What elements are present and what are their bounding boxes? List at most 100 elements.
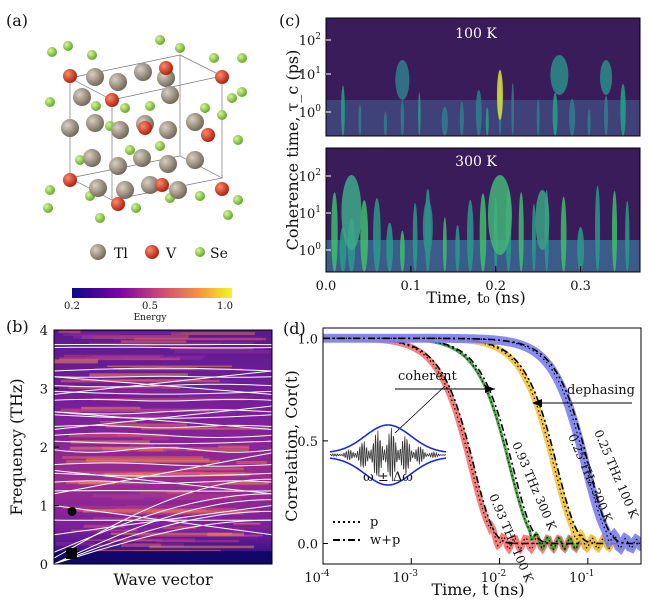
annotations: coherent dephasing [394,369,635,434]
dephasing-label: dephasing [567,383,635,398]
dispersive-band [54,519,272,564]
texture-stripe [200,481,269,485]
baseline-band [326,100,640,136]
panel-c-top-frame [325,17,641,137]
ytick-label: 1 [40,500,48,515]
v-atom [138,121,152,135]
blob [600,60,613,95]
dispersive-band [54,510,272,564]
flat-band [54,375,272,378]
texture-stripe [60,408,210,413]
texture-stripe [118,368,243,371]
texture-stripe [178,395,255,399]
xtick-base: 10 [393,571,410,586]
wave-oscillation [329,428,447,482]
blob [487,175,512,255]
texture-stripe [62,505,151,510]
blob [422,200,433,255]
texture-stripe [191,341,254,346]
se-atom [195,191,205,201]
tl-atom [159,121,177,139]
xtick-label: 0.2 [485,279,506,294]
texture-stripe [110,532,233,535]
crossing-band [54,370,272,395]
v-atom [159,61,173,75]
tl-atom [133,149,151,167]
panel-a: (a) Tl V Se [6,11,247,262]
colorbar-label: Energy [134,313,168,323]
ytick-base: 10 [299,106,316,121]
v-atom [215,70,229,84]
texture-stripe [89,342,222,345]
dispersive-band [54,499,272,564]
se-atom [43,203,53,213]
texture-stripe [163,448,188,452]
texture-stripe [81,335,189,339]
texture-stripe [134,337,267,341]
colorbar-tick-2: 1.0 [217,301,233,312]
texture-stripe [91,355,206,359]
blob [395,60,410,100]
streak [485,107,489,136]
xtick-exponent: -2 [497,569,506,579]
se-legend-label: Se [210,246,228,262]
se-atom [131,203,141,213]
bright-streak [496,70,503,120]
xtick-base: 10 [569,571,586,586]
se-atom [95,213,105,223]
ytick-base: 10 [299,244,316,259]
ytick-label: 100 [299,104,322,121]
panel-b-label: (b) [6,317,29,336]
ytick-exponent: 2 [315,168,321,178]
tl-atom [157,69,175,87]
xtick-label: 0.3 [570,279,591,294]
texture-stripe [143,497,164,500]
streak [620,83,626,136]
streak [466,199,474,272]
panel-d-axes: 10-4 10-3 10-2 10-10.00.51.0 [297,332,594,586]
se-atom [233,195,243,205]
dephasing-arrow-head [532,399,542,407]
line-style-legend: p w+p [333,515,400,548]
streak [479,193,487,272]
coherent-arrow-head [485,385,495,393]
streak [341,85,345,136]
tl-atom [159,155,177,173]
ytick-exponent: 1 [315,66,321,76]
streak [360,200,369,272]
se-atom [200,103,210,113]
panel-b-xlabel: Wave vector [113,570,213,589]
xtick-exponent: -4 [321,569,330,579]
panel-c-xlabel: Time, t₀ (ns) [426,288,526,307]
se-atom [45,185,55,195]
wave-packet-inset [329,424,447,486]
texture-stripe [72,334,94,339]
crossing-band [54,405,272,430]
colorbar-tick-1: 0.5 [142,301,158,312]
flat-band [54,440,272,445]
se-atom [91,101,101,111]
streak [400,100,405,136]
se-atom [175,43,185,53]
blob [535,190,550,250]
texture-stripe [135,534,258,538]
se-legend-icon [195,247,205,257]
ytick-exponent: 0 [315,104,321,114]
xtick-base: 10 [304,571,321,586]
blob [341,175,362,250]
heatmap-300k-marks [326,175,640,272]
texture-stripe [141,427,270,430]
streak [373,198,381,272]
v-atom [201,128,215,142]
ytick-label: 0 [40,558,48,573]
streak [531,203,536,272]
ytick-label: 2 [40,441,48,456]
texture-stripe [142,437,170,441]
ytick-label: 101 [299,205,321,222]
blob [550,55,569,95]
texture-stripe [236,460,267,465]
subpanel-title-100k: 100 K [455,26,497,42]
streak [552,92,558,136]
xtick-label: 0.1 [401,279,422,294]
xtick-exponent: -1 [586,569,595,579]
